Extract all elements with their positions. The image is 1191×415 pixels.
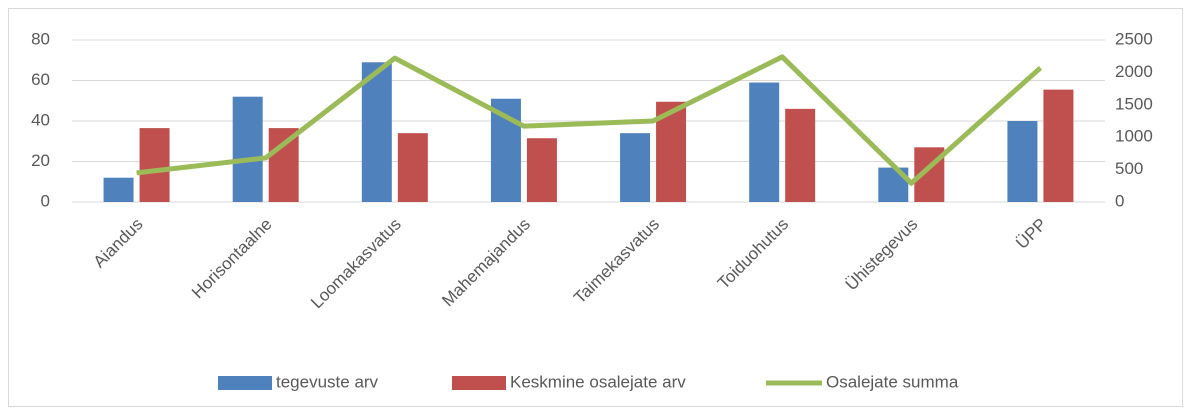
- y-tick-label: 20: [31, 151, 50, 170]
- legend-label: tegevuste arv: [276, 372, 379, 391]
- y-tick-label: 60: [31, 70, 50, 89]
- y-tick-label: 80: [31, 29, 50, 48]
- legend-swatch: [452, 376, 506, 390]
- bar: [1043, 89, 1074, 202]
- bar: [397, 133, 428, 202]
- y2-tick-label: 500: [1115, 159, 1143, 178]
- y2-tick-label: 0: [1115, 191, 1124, 210]
- legend-swatch: [218, 376, 272, 390]
- bar: [139, 128, 170, 202]
- y2-tick-label: 2500: [1115, 29, 1153, 48]
- y2-tick-label: 1000: [1115, 127, 1153, 146]
- bar: [361, 62, 392, 203]
- bar: [620, 133, 651, 202]
- chart-border: [8, 8, 1183, 407]
- bar: [103, 177, 134, 202]
- bar: [526, 138, 557, 202]
- y-tick-label: 0: [41, 191, 50, 210]
- bar: [1007, 121, 1038, 202]
- y2-tick-label: 1500: [1115, 94, 1153, 113]
- line: [136, 54, 1043, 186]
- bar: [268, 128, 299, 202]
- bar: [232, 96, 263, 202]
- legend-label: Keskmine osalejate arv: [510, 372, 686, 391]
- legend-label: Osalejate summa: [826, 372, 959, 391]
- y-tick-label: 40: [31, 110, 50, 129]
- y2-tick-label: 2000: [1115, 62, 1153, 81]
- bar: [749, 82, 780, 202]
- bar: [785, 108, 816, 202]
